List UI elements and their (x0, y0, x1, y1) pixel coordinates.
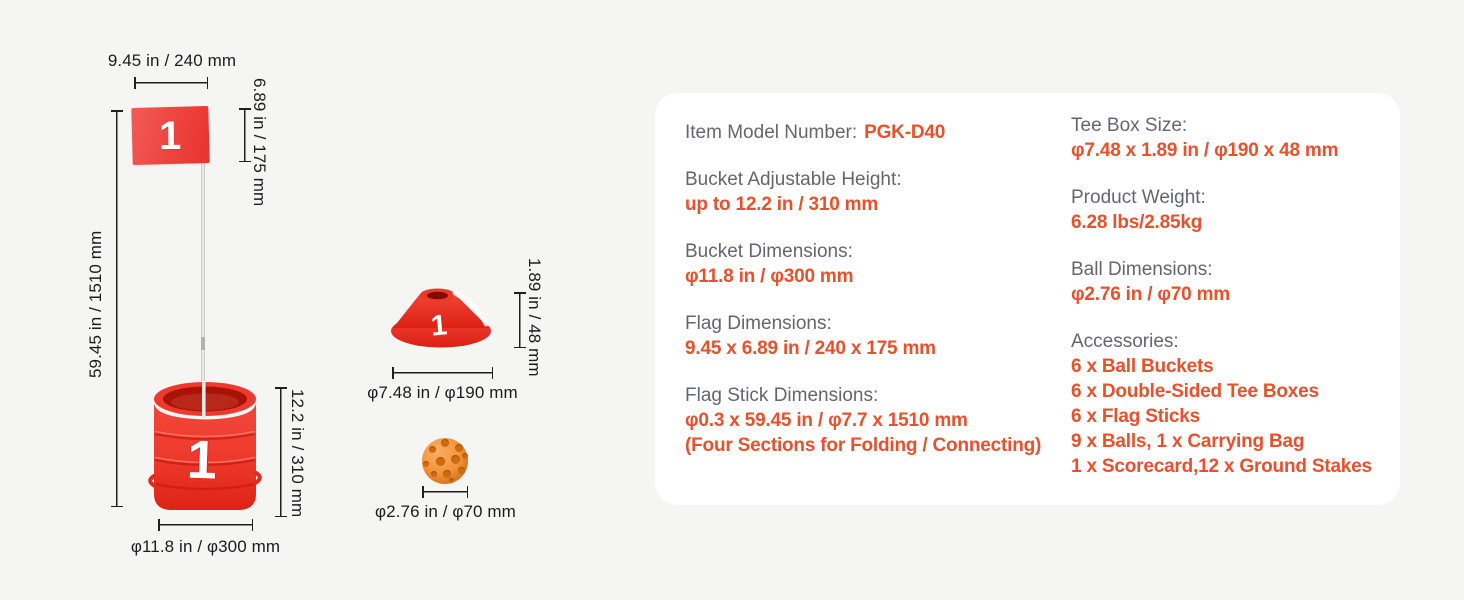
spec-label-text: Item Model Number: (685, 122, 858, 143)
ball-hole (449, 478, 454, 483)
spec-value: φ2.76 in / φ70 mm (1071, 284, 1230, 305)
ball-hole (455, 444, 463, 452)
practice-ball-illustration (422, 438, 468, 484)
flag-pole-joint (201, 337, 205, 350)
dim-line-flag-width (134, 77, 208, 89)
spec-bucket-dimensions: Bucket Dimensions: φ11.8 in / φ300 mm (685, 239, 1057, 289)
dim-line-flag-height (239, 108, 251, 162)
spec-column-right: Tee Box Size: φ7.48 x 1.89 in / φ190 x 4… (1071, 113, 1393, 501)
spec-label: Product Weight: (1071, 187, 1206, 208)
spec-label: Bucket Adjustable Height: (685, 169, 902, 190)
spec-value: 9 x Balls, 1 x Carrying Bag (1071, 431, 1305, 452)
flag-pole (201, 115, 205, 381)
spec-column-left: Item Model Number: PGK-D40 Bucket Adjusta… (685, 120, 1057, 480)
bucket-number: 1 (185, 429, 219, 491)
dim-line-bucket-height (275, 387, 287, 517)
ball-hole (441, 439, 449, 447)
dim-label-cone-height: 1.89 in / 48 mm (525, 257, 544, 377)
dim-label-flag-height: 6.89 in / 175 mm (250, 77, 269, 207)
spec-value: 6 x Double-Sided Tee Boxes (1071, 381, 1319, 402)
tee-box-illustration (391, 288, 491, 348)
ball-hole (436, 457, 445, 466)
spec-label: Flag Dimensions: (685, 313, 832, 334)
dim-label-bucket-diameter: φ11.8 in / φ300 mm (130, 537, 281, 556)
spec-card: Item Model Number: PGK-D40 Bucket Adjusta… (655, 93, 1400, 505)
spec-value: 9.45 x 6.89 in / 240 x 175 mm (685, 338, 936, 359)
spec-value: φ0.3 x 59.45 in / φ7.7 x 1510 mm (685, 410, 968, 431)
dim-line-bucket-diameter (158, 519, 253, 531)
ball-hole (423, 461, 429, 467)
flag-number: 1 (159, 113, 182, 158)
dim-line-cone-height (514, 292, 526, 348)
spec-value: φ7.48 x 1.89 in / φ190 x 48 mm (1071, 140, 1339, 161)
spec-bucket-adjustable-height: Bucket Adjustable Height: up to 12.2 in … (685, 167, 1057, 217)
spec-tee-box-size: Tee Box Size: φ7.48 x 1.89 in / φ190 x 4… (1071, 113, 1393, 163)
spec-label: Item Model Number: PGK-D40 (685, 120, 1057, 145)
dim-line-ball-diameter (422, 486, 468, 498)
spec-value: 6.28 lbs/2.85kg (1071, 212, 1203, 233)
dim-label-ball-diameter: φ2.76 in / φ70 mm (375, 502, 516, 521)
spec-value: (Four Sections for Folding / Connecting) (685, 435, 1042, 456)
spec-ball-dimensions: Ball Dimensions: φ2.76 in / φ70 mm (1071, 257, 1393, 307)
spec-label: Tee Box Size: (1071, 115, 1188, 136)
spec-item-model: Item Model Number: PGK-D40 (685, 120, 1057, 145)
ball-hole (429, 446, 436, 453)
spec-product-weight: Product Weight: 6.28 lbs/2.85kg (1071, 185, 1393, 235)
ball-bucket-illustration (148, 382, 262, 510)
spec-value: PGK-D40 (864, 122, 946, 143)
ball-hole (458, 467, 465, 474)
dim-line-stick-height (111, 110, 123, 507)
spec-flag-stick-dimensions: Flag Stick Dimensions: φ0.3 x 59.45 in /… (685, 383, 1057, 458)
flag: 1 (131, 106, 210, 165)
spec-value: 6 x Ball Buckets (1071, 356, 1214, 377)
tee-box-number: 1 (429, 308, 449, 343)
dim-label-stick-height: 59.45 in / 1510 mm (86, 230, 105, 378)
spec-label: Bucket Dimensions: (685, 241, 853, 262)
dim-label-flag-width: 9.45 in / 240 mm (107, 51, 237, 70)
spec-value: 1 x Scorecard,12 x Ground Stakes (1071, 456, 1372, 477)
ball-hole (431, 471, 437, 477)
spec-value: up to 12.2 in / 310 mm (685, 194, 879, 215)
spec-label: Ball Dimensions: (1071, 259, 1213, 280)
ball-hole (451, 455, 460, 464)
spec-label: Accessories: (1071, 331, 1179, 352)
dim-label-bucket-height: 12.2 in / 310 mm (288, 388, 307, 518)
ball-hole (443, 470, 451, 478)
spec-value: φ11.8 in / φ300 mm (685, 266, 854, 287)
ball-hole (462, 453, 468, 459)
spec-label: Flag Stick Dimensions: (685, 385, 879, 406)
spec-value: 6 x Flag Sticks (1071, 406, 1201, 427)
dim-line-cone-diameter (392, 367, 493, 379)
spec-accessories: Accessories: 6 x Ball Buckets 6 x Double… (1071, 329, 1393, 479)
dim-label-cone-diameter: φ7.48 in / φ190 mm (367, 383, 518, 402)
spec-flag-dimensions: Flag Dimensions: 9.45 x 6.89 in / 240 x … (685, 311, 1057, 361)
